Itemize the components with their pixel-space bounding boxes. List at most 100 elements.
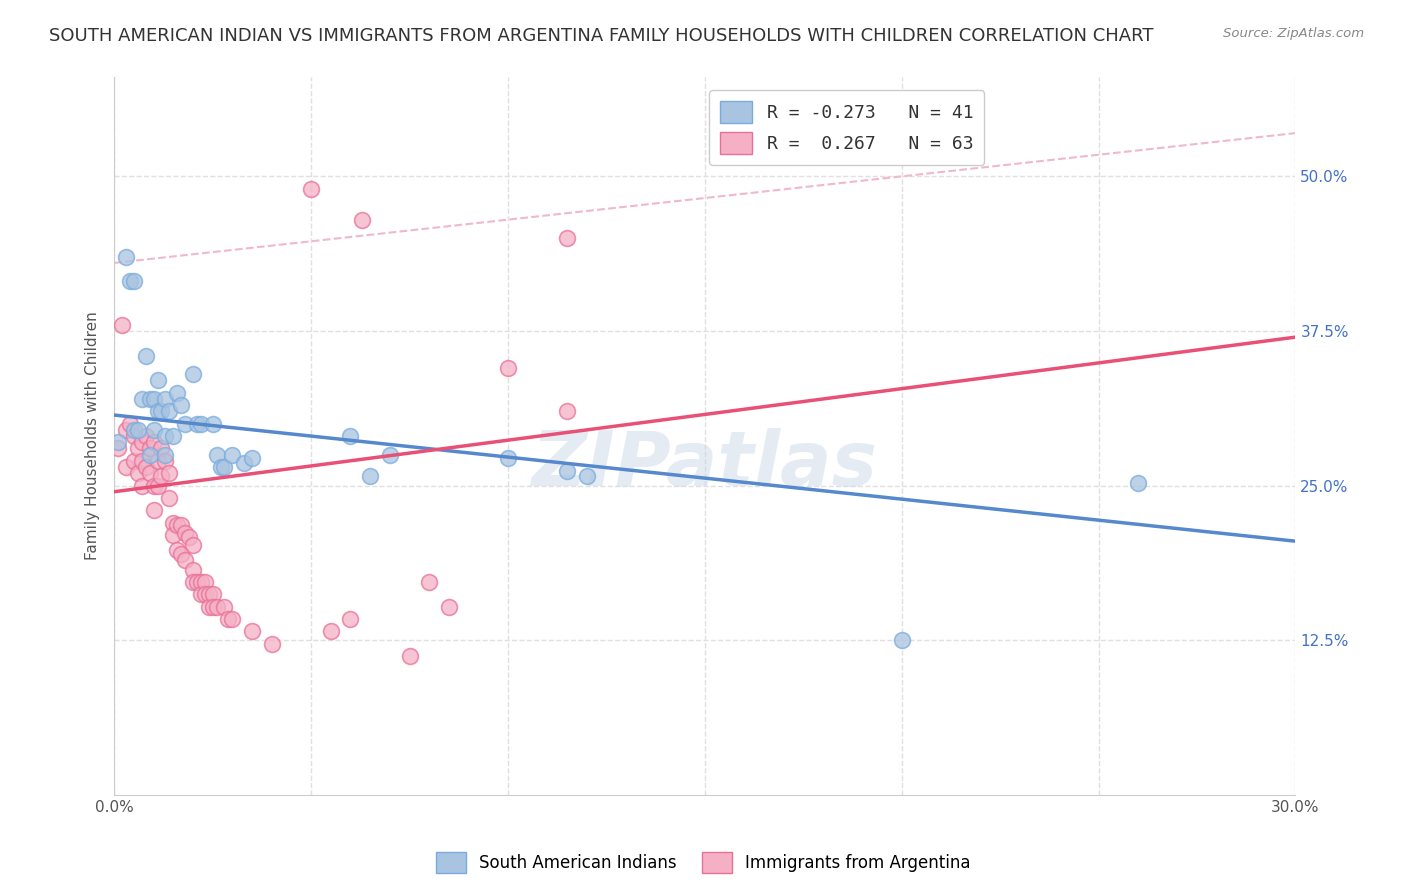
Point <box>181 538 204 552</box>
Point <box>194 587 217 601</box>
Point <box>162 516 184 530</box>
Point <box>131 392 153 406</box>
Point <box>496 451 519 466</box>
Point <box>214 599 236 614</box>
Point <box>299 182 322 196</box>
Point <box>131 478 153 492</box>
Point <box>209 460 232 475</box>
Point <box>122 423 145 437</box>
Point <box>201 587 224 601</box>
Point <box>205 599 228 614</box>
Point <box>155 454 177 468</box>
Point <box>166 542 188 557</box>
Point <box>138 392 160 406</box>
Point <box>217 612 239 626</box>
Point <box>142 503 165 517</box>
Point <box>146 404 169 418</box>
Point <box>142 392 165 406</box>
Point <box>135 460 157 475</box>
Text: ZIPatlas: ZIPatlas <box>531 428 877 502</box>
Point <box>135 349 157 363</box>
Point <box>138 442 160 456</box>
Point <box>197 599 219 614</box>
Point <box>170 547 193 561</box>
Point <box>240 624 263 639</box>
Point <box>214 460 236 475</box>
Point <box>131 435 153 450</box>
Y-axis label: Family Households with Children: Family Households with Children <box>86 311 100 560</box>
Point <box>555 464 578 478</box>
Point <box>260 637 283 651</box>
Point <box>170 518 193 533</box>
Point <box>111 318 134 332</box>
Point <box>240 451 263 466</box>
Point <box>221 612 243 626</box>
Point <box>138 466 160 480</box>
Point <box>181 574 204 589</box>
Point <box>194 574 217 589</box>
Text: SOUTH AMERICAN INDIAN VS IMMIGRANTS FROM ARGENTINA FAMILY HOUSEHOLDS WITH CHILDR: SOUTH AMERICAN INDIAN VS IMMIGRANTS FROM… <box>49 27 1154 45</box>
Point <box>398 649 420 664</box>
Point <box>201 417 224 431</box>
Point <box>1126 476 1149 491</box>
Point <box>359 468 381 483</box>
Point <box>205 448 228 462</box>
Point <box>118 275 141 289</box>
Point <box>339 612 361 626</box>
Point <box>150 468 173 483</box>
Point <box>107 435 129 450</box>
Point <box>166 385 188 400</box>
Point <box>115 460 138 475</box>
Point <box>146 454 169 468</box>
Point <box>127 466 149 480</box>
Point <box>170 398 193 412</box>
Point <box>319 624 342 639</box>
Legend: R = -0.273   N = 41, R =  0.267   N = 63: R = -0.273 N = 41, R = 0.267 N = 63 <box>709 90 984 165</box>
Point <box>157 466 180 480</box>
Point <box>142 423 165 437</box>
Point <box>177 531 200 545</box>
Point <box>890 633 912 648</box>
Point <box>352 212 374 227</box>
Point <box>118 417 141 431</box>
Point <box>138 448 160 462</box>
Point <box>155 392 177 406</box>
Point <box>190 417 212 431</box>
Point <box>142 478 165 492</box>
Point <box>186 417 208 431</box>
Point <box>197 587 219 601</box>
Point <box>190 587 212 601</box>
Point <box>186 574 208 589</box>
Text: Source: ZipAtlas.com: Source: ZipAtlas.com <box>1223 27 1364 40</box>
Point <box>233 456 256 470</box>
Point <box>162 429 184 443</box>
Point <box>122 275 145 289</box>
Point <box>201 599 224 614</box>
Point <box>157 404 180 418</box>
Point <box>181 368 204 382</box>
Point <box>162 528 184 542</box>
Point <box>378 448 401 462</box>
Point <box>155 429 177 443</box>
Point <box>174 525 197 540</box>
Point <box>190 574 212 589</box>
Point <box>127 423 149 437</box>
Point <box>150 442 173 456</box>
Point <box>166 518 188 533</box>
Point <box>150 404 173 418</box>
Point <box>135 429 157 443</box>
Point <box>174 417 197 431</box>
Point <box>107 442 129 456</box>
Point <box>115 250 138 264</box>
Point <box>155 448 177 462</box>
Point <box>174 553 197 567</box>
Point <box>122 429 145 443</box>
Point <box>437 599 460 614</box>
Point <box>146 373 169 387</box>
Point <box>181 563 204 577</box>
Point <box>115 423 138 437</box>
Point <box>555 404 578 418</box>
Legend: South American Indians, Immigrants from Argentina: South American Indians, Immigrants from … <box>429 846 977 880</box>
Point <box>575 468 598 483</box>
Point <box>555 231 578 245</box>
